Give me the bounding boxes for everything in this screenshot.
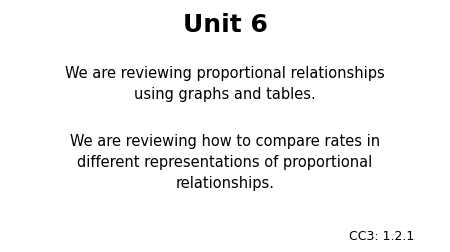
Text: We are reviewing proportional relationships
using graphs and tables.: We are reviewing proportional relationsh… [65,66,385,101]
Text: CC3: 1.2.1: CC3: 1.2.1 [349,229,414,242]
Text: Unit 6: Unit 6 [183,13,267,37]
Text: We are reviewing how to compare rates in
different representations of proportion: We are reviewing how to compare rates in… [70,134,380,190]
